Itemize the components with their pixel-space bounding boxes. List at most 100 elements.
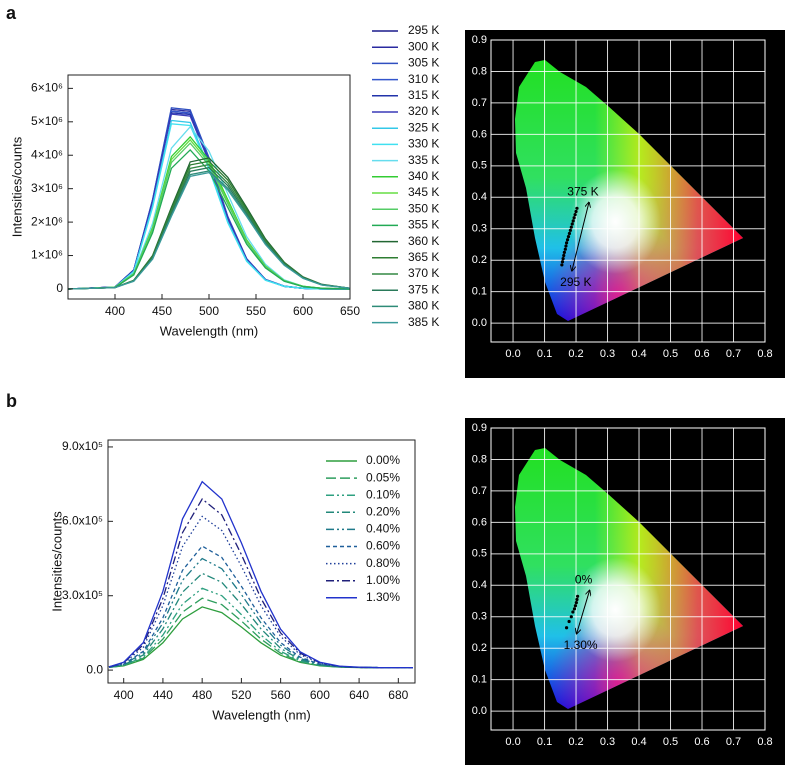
y-tick-label: 0.6 — [472, 128, 487, 140]
x-axis-title: Wavelength (nm) — [160, 323, 259, 338]
y-tick-label: 0.2 — [472, 254, 487, 266]
chromaticity-point — [569, 225, 573, 229]
spectrum-line — [67, 171, 351, 290]
annotation: 1.30% — [564, 638, 598, 652]
legend-label: 1.00% — [366, 573, 400, 587]
x-tick-label: 0.0 — [505, 736, 520, 748]
x-tick-label: 0.2 — [568, 736, 583, 748]
spectrum-line — [108, 480, 413, 669]
spectrum-line — [67, 107, 350, 290]
legend-label: 380 K — [408, 299, 439, 313]
x-tick-label: 560 — [271, 688, 291, 702]
x-tick-label: 0.0 — [505, 348, 520, 360]
legend-label: 305 K — [408, 56, 439, 70]
y-tick-label: 0.0 — [472, 705, 487, 717]
chromaticity-point — [575, 597, 579, 602]
spectrum-line — [67, 148, 351, 290]
annotation: 375 K — [567, 184, 598, 198]
y-tick-label: 0.5 — [472, 160, 487, 172]
chromaticity-point — [564, 241, 569, 245]
y-tick-label: 2×10⁶ — [31, 214, 63, 228]
chromaticity-point — [567, 619, 571, 624]
panel-label: b — [6, 391, 17, 411]
legend-label: 0.20% — [366, 504, 400, 518]
legend-label: 355 K — [408, 218, 439, 232]
legend-label: 340 K — [408, 169, 439, 183]
x-tick-label: 520 — [231, 688, 251, 702]
y-axis-title: Intensities/counts — [49, 511, 64, 612]
spectrum-line — [67, 113, 350, 290]
x-tick-label: 0.8 — [757, 736, 772, 748]
spectrum-line — [67, 110, 350, 290]
legend-label: 0.60% — [366, 539, 400, 553]
chromaticity-point — [564, 626, 569, 630]
y-axis-title: Intensities/counts — [9, 136, 24, 237]
legend-label: 385 K — [408, 315, 439, 329]
spectrum-line — [67, 125, 351, 290]
legend-label: 375 K — [408, 282, 439, 296]
legend-label: 1.30% — [366, 590, 400, 604]
x-tick-label: 0.1 — [537, 348, 552, 360]
chromaticity-point — [567, 231, 572, 236]
x-tick-label: 0.5 — [663, 348, 678, 360]
y-tick-label: 6.0x10⁵ — [62, 514, 103, 528]
y-tick-label: 5×10⁶ — [31, 114, 63, 128]
legend-label: 320 K — [408, 104, 439, 118]
spectrum-line — [67, 157, 351, 290]
legend-label: 0.40% — [366, 522, 400, 536]
spectrum-line — [67, 170, 351, 290]
x-tick-label: 0.6 — [694, 736, 709, 748]
y-tick-label: 0.9 — [472, 34, 487, 46]
x-tick-label: 500 — [199, 304, 219, 318]
y-tick-label: 3.0x10⁵ — [62, 588, 103, 602]
y-tick-label: 0.7 — [472, 485, 487, 497]
spectrum-line — [67, 135, 351, 290]
legend-label: 0.05% — [366, 470, 400, 484]
y-tick-label: 0.6 — [472, 516, 487, 528]
legend-label: 0.10% — [366, 487, 400, 501]
x-tick-label: 600 — [310, 688, 330, 702]
y-tick-label: 0.8 — [472, 65, 487, 77]
x-tick-label: 640 — [349, 688, 369, 702]
x-tick-label: 0.6 — [694, 348, 709, 360]
spectrum-line — [108, 597, 413, 669]
spectrum-line — [67, 160, 351, 290]
x-tick-label: 0.5 — [663, 736, 678, 748]
y-tick-label: 3×10⁶ — [31, 181, 63, 195]
chromaticity-point — [571, 610, 575, 614]
y-tick-label: 0.4 — [472, 579, 487, 591]
chromaticity-point — [574, 209, 578, 214]
x-tick-label: 0.3 — [600, 736, 615, 748]
spectrum-line — [67, 108, 350, 290]
legend-label: 315 K — [408, 88, 439, 102]
chromaticity-point — [573, 604, 578, 608]
chromaticity-point — [560, 263, 564, 267]
chromaticity-point — [572, 216, 576, 220]
y-tick-label: 0 — [56, 281, 63, 295]
annotation: 0% — [575, 572, 593, 586]
legend-label: 295 K — [408, 23, 439, 37]
chromaticity-point — [566, 235, 571, 239]
cie-panel: 0.0 0.1 0.2 0.3 0.4 0.5 0.6 0.7 0.8 0.0 0.1 0.2 0.3 0… — [465, 418, 785, 765]
x-tick-label: 0.8 — [757, 348, 772, 360]
x-tick-label: 440 — [153, 688, 173, 702]
x-tick-label: 480 — [192, 688, 212, 702]
trend-arrow — [577, 590, 590, 633]
y-tick-label: 0.3 — [472, 611, 487, 623]
x-tick-label: 0.4 — [631, 348, 646, 360]
spectrum-line — [67, 166, 351, 290]
legend-label: 300 K — [408, 39, 439, 53]
x-tick-label: 400 — [114, 688, 134, 702]
x-axis-title: Wavelength (nm) — [212, 707, 311, 722]
legend-label: 310 K — [408, 72, 439, 86]
chromaticity-point — [569, 615, 573, 619]
y-tick-label: 0.9 — [472, 422, 487, 434]
chromaticity-point — [568, 228, 572, 232]
legend-label: 360 K — [408, 234, 439, 248]
legend-label: 365 K — [408, 250, 439, 264]
x-tick-label: 650 — [340, 304, 360, 318]
chromaticity-point — [560, 260, 565, 264]
y-tick-label: 1×10⁶ — [31, 248, 63, 262]
